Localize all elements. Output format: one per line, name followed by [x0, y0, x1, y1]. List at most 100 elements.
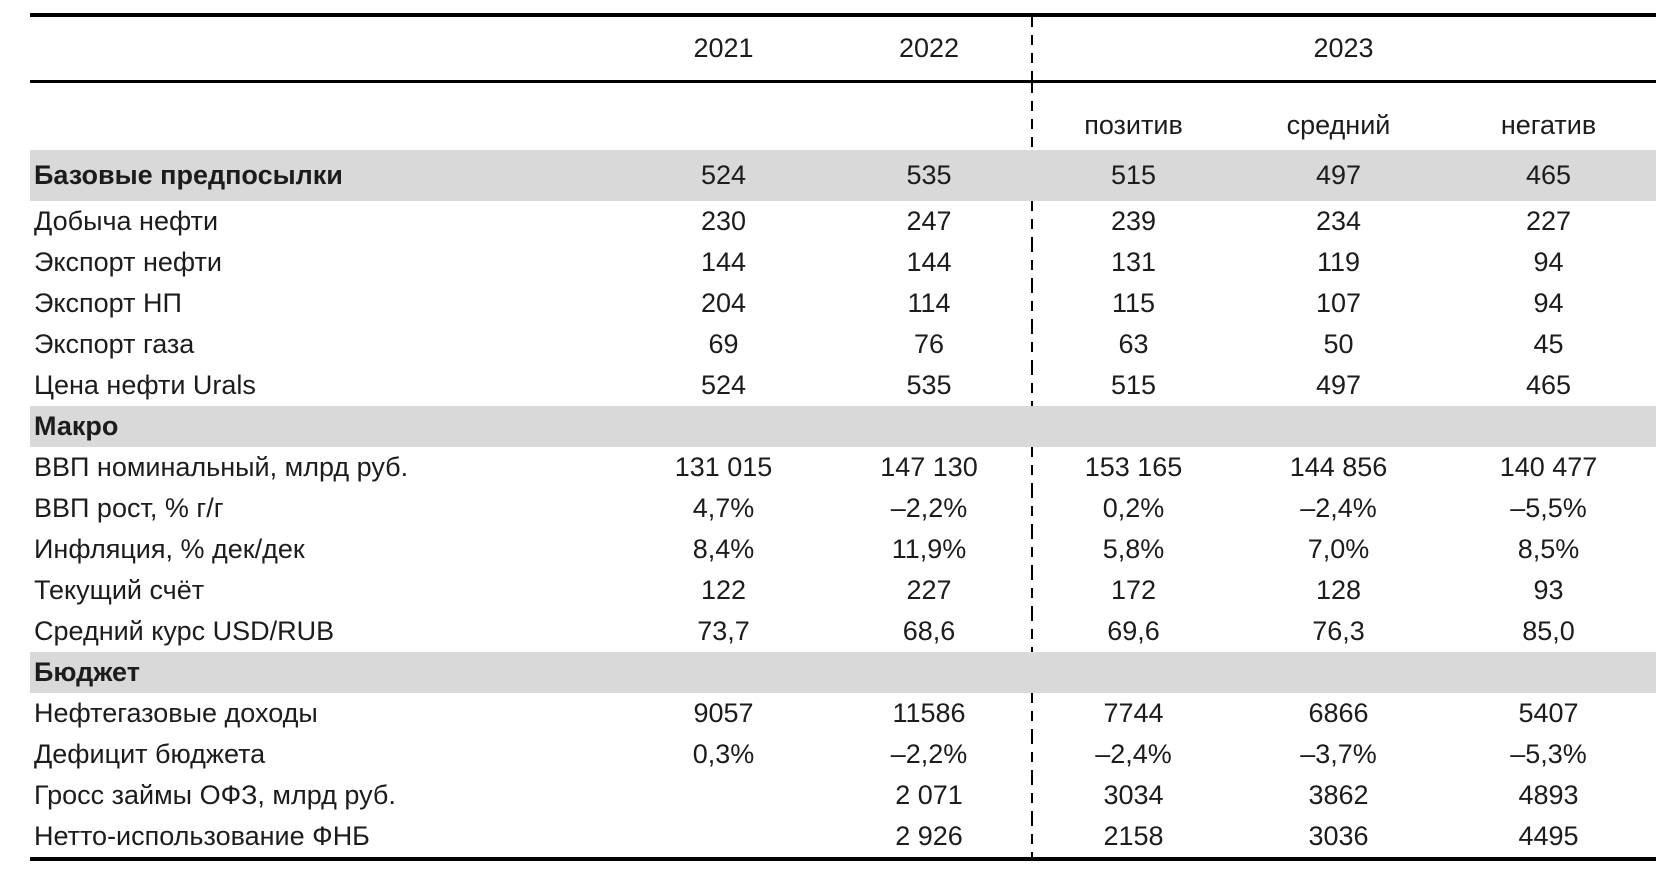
cell-2021: 122	[700, 575, 747, 605]
cell-2023-pos: 239	[1031, 201, 1236, 242]
cell-2023-neg: 4495	[1441, 816, 1657, 861]
cell-2023-neg: 5407	[1518, 698, 1579, 728]
cell-2023-pos: 115	[1031, 283, 1236, 324]
row-label: Экспорт НП	[34, 288, 182, 318]
cell-2021-empty	[620, 816, 827, 861]
row-label: Добыча нефти	[34, 206, 219, 236]
cell-2022: 535	[827, 150, 1031, 201]
cell-2023-pos: 3034	[1031, 775, 1236, 816]
cell-2023-mid: 7,0%	[1307, 534, 1370, 564]
cell-2023-mid: 3036	[1236, 816, 1441, 861]
table-row: Экспорт НП 204 114 115 107 94	[30, 283, 1656, 324]
row-label: Экспорт нефти	[34, 247, 222, 277]
cell-2021: 69	[708, 329, 739, 359]
cell-2023-mid: 144 856	[1289, 452, 1388, 482]
cell-2023-neg: 140 477	[1499, 452, 1598, 482]
row-label: Гросс займы ОФЗ, млрд руб.	[34, 780, 396, 810]
cell-2022: 2 071	[895, 780, 963, 810]
cell-2022: 11,9%	[891, 534, 967, 564]
cell-2023-neg: 94	[1533, 288, 1564, 318]
row-label: ВВП рост, % г/г	[34, 493, 224, 523]
cell-2023-pos: 5,8%	[1031, 529, 1236, 570]
cell-2023-neg: 45	[1533, 329, 1564, 359]
cell-2022: 76	[913, 329, 945, 359]
row-label: Нетто-использование ФНБ	[30, 816, 620, 861]
cell-2023-neg: 227	[1525, 206, 1572, 236]
cell-2023-neg: 94	[1533, 247, 1564, 277]
empty-cell	[620, 82, 827, 151]
cell-2023-neg: 93	[1533, 575, 1564, 605]
cell-2021-empty	[620, 775, 827, 816]
cell-2023-pos: 69,6	[1031, 611, 1236, 652]
empty-cell	[30, 82, 620, 151]
table-row: Средний курс USD/RUB 73,7 68,6 69,6 76,3…	[30, 611, 1656, 652]
cell-2021: 9057	[693, 698, 754, 728]
cell-2023-mid: –3,7%	[1300, 739, 1377, 769]
table-row: Инфляция, % дек/дек 8,4% 11,9% 5,8% 7,0%…	[30, 529, 1656, 570]
year-2022-header: 2022	[827, 13, 1031, 83]
cell-2021: 524	[620, 150, 827, 201]
cell-2021: 230	[700, 206, 747, 236]
cell-2023-pos: 131	[1031, 242, 1236, 283]
cell-2021: 524	[700, 370, 747, 400]
row-label: ВВП номинальный, млрд руб.	[34, 452, 409, 482]
cell-2022: 535	[906, 370, 952, 400]
cell-2021: 4,7%	[692, 493, 755, 523]
section-row-budget: Бюджет	[30, 652, 1657, 693]
year-2021-header: 2021	[620, 13, 827, 83]
cell-2021: 73,7	[697, 616, 750, 646]
cell-2023-neg: 85,0	[1522, 616, 1575, 646]
cell-2022: 11586	[892, 698, 966, 728]
table-row: Нефтегазовые доходы 9057 11586 7744 6866…	[30, 693, 1656, 734]
cell-2022: 147 130	[880, 452, 978, 482]
cell-2022: –2,2%	[890, 493, 968, 523]
forecast-table: 2021 2022 2023 позитив средний негатив Б…	[30, 13, 1657, 861]
section-label: Базовые предпосылки	[30, 150, 620, 201]
cell-2023-mid: 76,3	[1312, 616, 1365, 646]
cell-2023-pos: 515	[1031, 150, 1236, 201]
cell-2023-mid: –2,4%	[1300, 493, 1377, 523]
cell-2022: 68,6	[902, 616, 956, 646]
scenario-pos-header: позитив	[1031, 81, 1236, 150]
cell-2023-pos: 172	[1031, 570, 1236, 611]
table-row: Экспорт нефти 144 144 131 119 94	[30, 242, 1656, 283]
cell-2021: 0,3%	[692, 739, 755, 769]
cell-2022: 114	[907, 288, 951, 318]
cell-2021: 144	[700, 247, 747, 277]
cell-2023-mid: 50	[1323, 329, 1354, 359]
cell-2023-mid: 119	[1316, 247, 1361, 277]
cell-2022: 144	[906, 247, 952, 277]
scenario-header-row: позитив средний негатив	[30, 81, 1656, 151]
cell-2023-pos: 515	[1031, 365, 1236, 406]
cell-2023-mid: 6866	[1308, 698, 1369, 728]
row-label: Дефицит бюджета	[34, 739, 266, 769]
cell-2021: 204	[700, 288, 747, 318]
cell-2022: –2,2%	[890, 739, 968, 769]
cell-2023-neg: 465	[1525, 370, 1572, 400]
cell-2022: 227	[906, 575, 952, 605]
cell-2022: 2 926	[827, 816, 1031, 861]
table-row: Дефицит бюджета 0,3% –2,2% –2,4% –3,7% –…	[30, 734, 1656, 775]
cell-2023-pos: 63	[1031, 324, 1236, 365]
table-row: Нетто-использование ФНБ 2 926 2158 3036 …	[30, 816, 1657, 861]
cell-2023-pos: –2,4%	[1031, 734, 1236, 775]
cell-2023-neg: 4893	[1518, 780, 1579, 810]
table-row: Добыча нефти 230 247 239 234 227	[30, 201, 1656, 242]
scenario-neg-header: негатив	[1500, 110, 1597, 140]
cell-2023-neg: 465	[1441, 150, 1657, 201]
table-row: Гросс займы ОФЗ, млрд руб. 2 071 3034 38…	[30, 775, 1656, 816]
row-label: Экспорт газа	[34, 329, 195, 359]
table-row: Экспорт газа 69 76 63 50 45	[30, 324, 1656, 365]
row-label: Нефтегазовые доходы	[34, 698, 318, 728]
cell-2023-mid: 497	[1315, 370, 1362, 400]
section-label: Макро	[30, 406, 1657, 447]
year-header-row: 2021 2022 2023	[30, 13, 1657, 83]
cell-2021: 8,4%	[692, 534, 755, 564]
cell-2023-mid: 3862	[1308, 780, 1369, 810]
year-2023-header: 2023	[1031, 13, 1657, 83]
row-label: Средний курс USD/RUB	[34, 616, 335, 646]
cell-2023-pos: 2158	[1031, 816, 1236, 861]
table-row: Текущий счёт 122 227 172 128 93	[30, 570, 1656, 611]
cell-2023-mid: 128	[1315, 575, 1362, 605]
